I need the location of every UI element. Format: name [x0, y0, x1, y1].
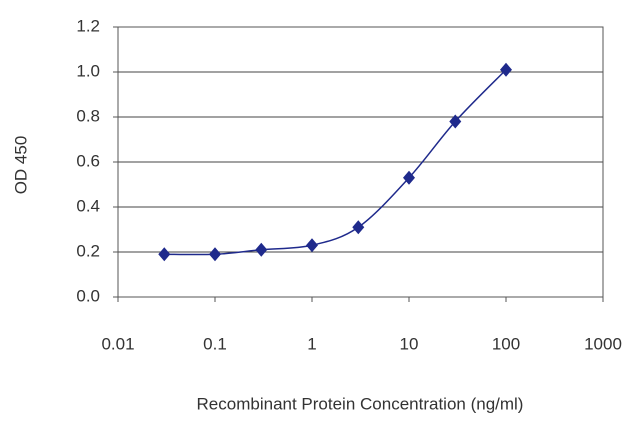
point: [449, 114, 462, 129]
x-tick-label: 100: [492, 334, 520, 353]
x-tick-label: 0.1: [203, 334, 227, 353]
y-tick-label: 0.0: [76, 286, 100, 305]
x-tick-label: 0.01: [101, 334, 134, 353]
point: [158, 247, 171, 262]
x-axis-label: Recombinant Protein Concentration (ng/ml…: [197, 394, 524, 413]
point: [209, 247, 221, 262]
y-axis-label: OD 450: [11, 136, 30, 195]
x-tick-label: 10: [400, 334, 419, 353]
y-tick-label: 0.4: [76, 196, 100, 215]
y-tick-label: 0.8: [76, 106, 100, 125]
point: [500, 62, 512, 77]
point: [255, 242, 268, 257]
y-tick-label: 1.2: [76, 16, 100, 35]
y-tick-label: 1.0: [76, 61, 100, 80]
point: [352, 220, 365, 235]
x-tick-label: 1: [307, 334, 316, 353]
y-tick-label: 0.2: [76, 241, 100, 260]
point: [306, 238, 318, 253]
point: [403, 170, 415, 185]
x-tick-label: 1000: [584, 334, 622, 353]
plot-frame: [117, 26, 604, 298]
y-tick-label: 0.6: [76, 151, 100, 170]
